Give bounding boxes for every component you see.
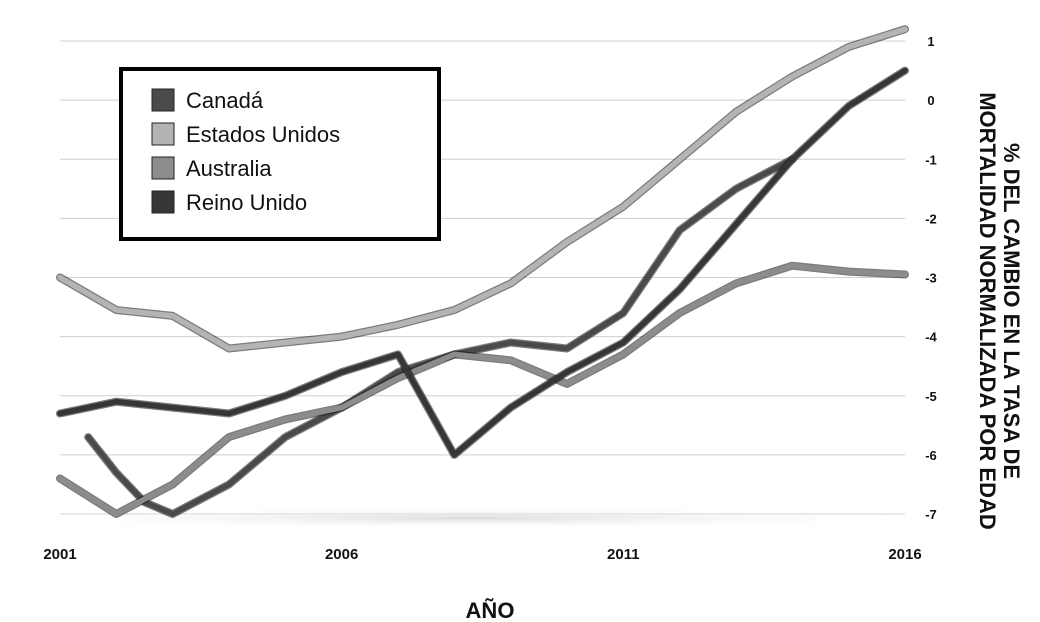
- y-axis-title-line-2: MORTALIDAD NORMALIZADA POR EDAD: [975, 92, 1000, 530]
- series-1: [56, 25, 909, 353]
- legend-label: Australia: [186, 156, 272, 181]
- y-tick-label: -3: [925, 271, 937, 286]
- x-tick-label: 2011: [607, 546, 640, 563]
- y-tick-label: 0: [927, 93, 934, 108]
- legend-label: Canadá: [186, 88, 264, 113]
- series-layer: [56, 25, 909, 518]
- y-tick-label: -2: [925, 211, 937, 226]
- series-line: [57, 262, 908, 517]
- x-tick-label: 2001: [43, 546, 76, 563]
- legend-label: Estados Unidos: [186, 122, 340, 147]
- x-tick-label: 2006: [325, 546, 358, 563]
- y-tick-label: -1: [925, 152, 937, 167]
- series-2: [56, 261, 909, 518]
- legend-swatch: [151, 122, 175, 146]
- y-tick-label: -5: [925, 389, 937, 404]
- x-tick-label: 2016: [888, 546, 921, 563]
- series-3: [56, 66, 909, 459]
- y-axis: 1 0 -1 -2 -3 -4 -5 -6 -7: [925, 34, 937, 522]
- legend-swatch: [151, 88, 175, 112]
- y-axis-title-line-1: % DEL CAMBIO EN LA TASA DE: [999, 143, 1024, 479]
- x-axis-title: AÑO: [466, 598, 515, 622]
- legend-label: Reino Unido: [186, 190, 307, 215]
- series-line: [57, 26, 908, 352]
- series-shadow: [56, 261, 909, 518]
- legend: Canadá Estados Unidos Australia Reino Unido: [119, 67, 441, 241]
- series-line: [85, 156, 796, 517]
- y-tick-label: -4: [925, 330, 937, 345]
- y-tick-label: -7: [925, 507, 937, 522]
- series-line: [57, 67, 908, 458]
- y-axis-title: % DEL CAMBIO EN LA TASA DE MORTALIDAD NO…: [975, 92, 1024, 530]
- y-tick-label: -6: [925, 448, 937, 463]
- legend-swatch: [151, 156, 175, 180]
- legend-swatch: [151, 190, 175, 214]
- x-axis: 2001 2006 2011 2016: [43, 546, 921, 563]
- floor-shadow: [0, 507, 950, 529]
- y-tick-label: 1: [927, 34, 934, 49]
- series-0: [84, 155, 797, 518]
